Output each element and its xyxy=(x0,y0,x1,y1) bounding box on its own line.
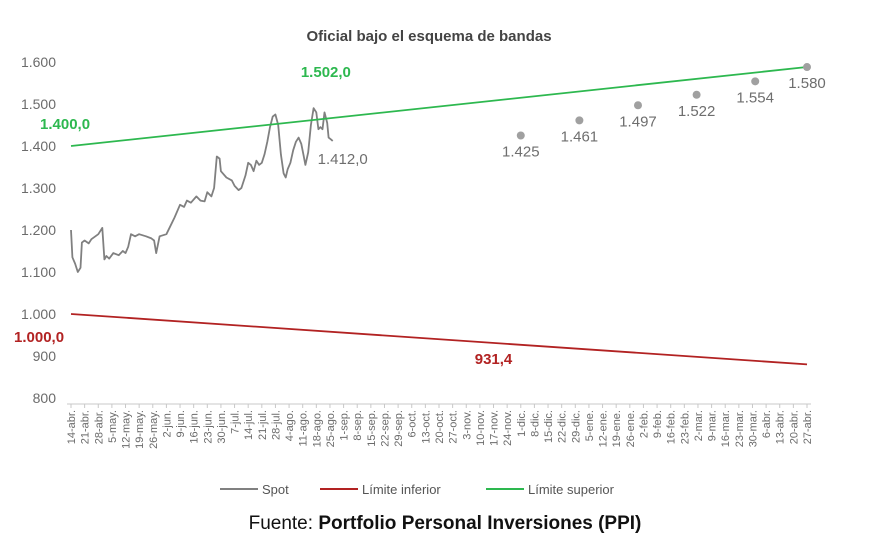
data-label: 1.497 xyxy=(619,113,657,130)
x-tick-label: 12-ene. xyxy=(598,410,610,447)
spot-line xyxy=(70,107,334,273)
data-label: 1.000,0 xyxy=(14,329,64,346)
y-tick-label: 1.000 xyxy=(21,306,56,322)
x-tick-label: 12-may. xyxy=(121,410,133,449)
x-tick-label: 2-feb. xyxy=(638,410,650,438)
plot-area xyxy=(70,63,811,366)
x-tick-label: 23-jun. xyxy=(202,410,214,444)
source-name: Portfolio Personal Inversiones (PPI) xyxy=(318,513,642,534)
x-tick-label: 17-nov. xyxy=(489,410,501,446)
x-tick-label: 2-jun. xyxy=(161,410,173,438)
x-tick-label: 15-sep. xyxy=(366,410,378,447)
x-tick-label: 26-may. xyxy=(148,410,160,449)
y-tick-label: 1.500 xyxy=(21,96,56,112)
x-tick-label: 23-feb. xyxy=(679,410,691,444)
x-tick-label: 29-sep. xyxy=(393,410,405,447)
projection-point xyxy=(516,131,525,140)
x-tick-label: 28-jul. xyxy=(270,410,282,440)
x-tick-label: 20-abr. xyxy=(788,410,800,444)
x-tick-label: 10-nov. xyxy=(475,410,487,446)
x-tick-label: 22-sep. xyxy=(379,410,391,447)
x-tick-label: 29-dic. xyxy=(570,410,582,443)
projection-point xyxy=(751,77,760,86)
y-tick-label: 900 xyxy=(33,348,57,364)
data-labels: 1.400,0 1.502,0 1.000,0 931,4 1.412,0 1.425 1.… xyxy=(14,64,826,368)
x-tick-label: 1-dic. xyxy=(516,410,528,437)
x-tick-label: 16-jun. xyxy=(189,410,201,444)
x-tick-label: 27-oct. xyxy=(448,410,460,444)
projection-point xyxy=(803,63,811,72)
chart-title: Oficial bajo el esquema de bandas xyxy=(306,28,551,45)
x-tick-label: 5-may. xyxy=(107,410,119,443)
x-tick-label: 13-abr. xyxy=(775,410,787,444)
x-tick-label: 13-oct. xyxy=(420,410,432,444)
data-label: 1.580 xyxy=(788,75,826,92)
x-tick-label: 3-nov. xyxy=(461,410,473,440)
y-tick-label: 800 xyxy=(33,390,57,406)
x-tick-label: 11-ago. xyxy=(298,410,310,447)
legend-label: Spot xyxy=(262,482,289,497)
legend: Spot Límite inferior Límite superior xyxy=(220,482,615,497)
x-tick-label: 22-dic. xyxy=(557,410,569,443)
projection-point xyxy=(692,90,701,99)
source-prefix: Fuente: xyxy=(248,513,319,534)
x-tick-label: 8-dic. xyxy=(529,410,541,437)
x-tick-label: 5-ene. xyxy=(584,410,596,441)
y-tick-label: 1.100 xyxy=(21,264,56,280)
x-tick-label: 18-ago. xyxy=(311,410,323,447)
x-tick-label: 14-abr. xyxy=(66,410,78,444)
x-tick-label: 30-jun. xyxy=(216,410,228,444)
x-tick-label: 2-mar. xyxy=(693,410,705,441)
x-tick-label: 20-oct. xyxy=(434,410,446,444)
upper-band-line xyxy=(70,66,808,147)
x-tick-label: 28-abr. xyxy=(93,410,105,444)
x-tick-label: 21-jul. xyxy=(257,410,269,440)
lower-band-line xyxy=(70,313,808,366)
y-tick-label: 1.200 xyxy=(21,222,56,238)
legend-label: Límite inferior xyxy=(362,482,441,497)
x-tick-label: 19-ene. xyxy=(611,410,623,447)
y-tick-label: 1.600 xyxy=(21,54,56,70)
data-label: 1.554 xyxy=(736,89,774,106)
x-tick-label: 9-jun. xyxy=(175,410,187,438)
x-tick-label: 30-mar. xyxy=(747,410,759,447)
x-tick-label: 15-dic. xyxy=(543,410,555,443)
y-tick-label: 1.300 xyxy=(21,180,56,196)
x-tick-label: 6-oct. xyxy=(407,410,419,438)
y-tick-label: 1.400 xyxy=(21,138,56,154)
data-label: 1.461 xyxy=(561,128,599,145)
y-axis: 800 900 1.000 1.100 1.200 1.300 1.400 1.500 1.60… xyxy=(21,54,56,406)
data-label: 1.425 xyxy=(502,144,540,161)
data-label: 1.502,0 xyxy=(301,64,351,81)
x-tick-label: 9-mar. xyxy=(707,410,719,441)
legend-label: Límite superior xyxy=(528,482,615,497)
x-tick-label: 6-abr. xyxy=(761,410,773,438)
x-tick-label: 9-feb. xyxy=(652,410,664,438)
x-tick-label: 21-abr. xyxy=(80,410,92,444)
data-label: 931,4 xyxy=(475,351,513,368)
projection-point xyxy=(575,116,584,125)
x-tick-label: 7-jul. xyxy=(230,410,242,434)
x-axis: 14-abr. 21-abr. 28-abr. 5-may. 12-may. 19-may… xyxy=(66,403,814,449)
x-tick-label: 14-jul. xyxy=(243,410,255,440)
x-tick-label: 19-may. xyxy=(134,410,146,449)
source-note: Fuente: Portfolio Personal Inversiones (… xyxy=(0,513,890,535)
x-tick-label: 25-ago. xyxy=(325,410,337,447)
chart-svg: Oficial bajo el esquema de bandas 800 900… xyxy=(14,28,826,497)
x-tick-label: 24-nov. xyxy=(502,410,514,446)
projection-point xyxy=(633,101,642,110)
x-tick-label: 16-feb. xyxy=(666,410,678,444)
x-tick-label: 27-abr. xyxy=(802,410,814,444)
x-tick-label: 1-sep. xyxy=(339,410,351,441)
data-label: 1.400,0 xyxy=(40,116,90,133)
x-tick-label: 23-mar. xyxy=(734,410,746,447)
x-tick-label: 4-ago. xyxy=(284,410,296,441)
data-label: 1.522 xyxy=(678,103,716,120)
data-label: 1.412,0 xyxy=(318,151,368,168)
x-tick-label: 8-sep. xyxy=(352,410,364,441)
x-tick-label: 26-ene. xyxy=(625,410,637,447)
x-tick-label: 16-mar. xyxy=(720,410,732,447)
